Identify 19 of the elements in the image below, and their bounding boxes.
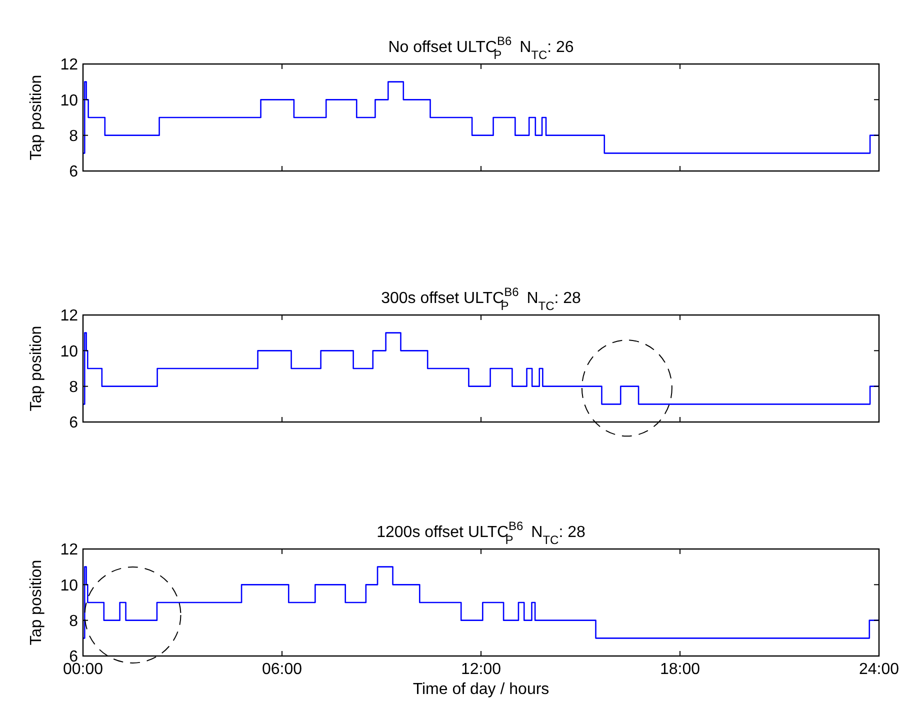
y-tick-label: 12 [60,56,78,74]
y-axis-title: Tap position [28,560,45,646]
x-tick-label: 24:00 [858,661,900,678]
y-tick-label: 10 [60,577,78,594]
y-axis-title: Tap position [28,326,45,412]
x-tick-label: 18:00 [660,661,700,678]
y-tick-label: 8 [69,612,78,630]
y-axis-title: Tap position [28,74,45,160]
x-tick-label: 12:00 [460,661,502,678]
x-tick-label: 06:00 [262,661,302,678]
y-tick-label: 12 [60,308,78,325]
y-tick-label: 6 [69,414,78,432]
y-tick-label: 6 [69,164,78,181]
y-tick-label: 12 [60,542,78,559]
y-tick-label: 8 [69,378,78,396]
x-axis-title: Time of day / hours [412,681,550,698]
y-tick-label: 10 [60,92,78,110]
y-tick-label: 10 [60,343,78,360]
y-tick-label: 8 [69,128,78,145]
